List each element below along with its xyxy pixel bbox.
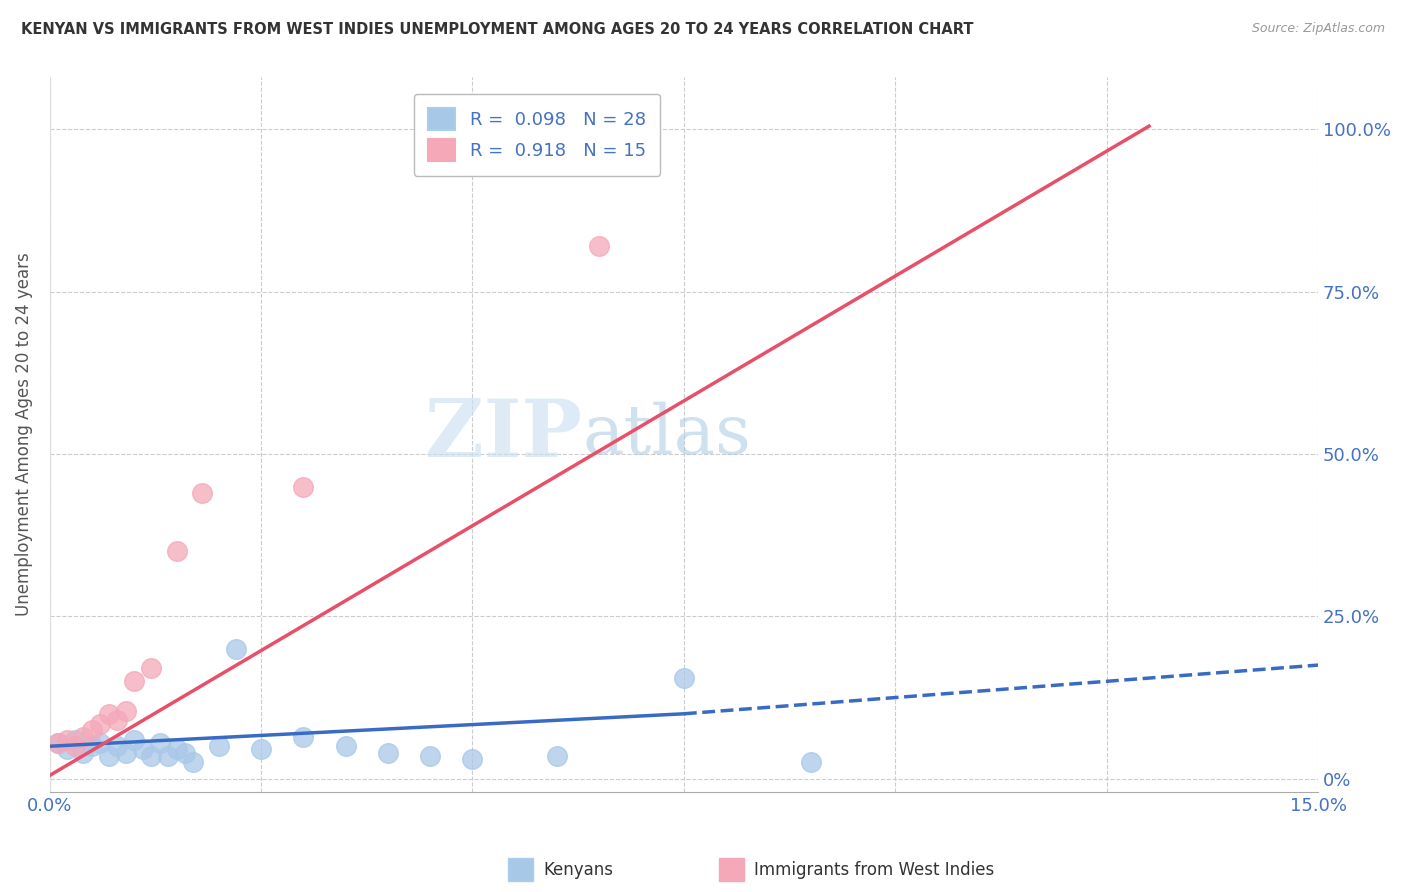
- Point: [105, 713, 128, 727]
- Point: [114, 746, 136, 760]
- Point: [80, 723, 103, 737]
- Point: [97, 706, 120, 721]
- Text: KENYAN VS IMMIGRANTS FROM WEST INDIES UNEMPLOYMENT AMONG AGES 20 TO 24 YEARS COR: KENYAN VS IMMIGRANTS FROM WEST INDIES UN…: [21, 22, 973, 37]
- Point: [72, 730, 94, 744]
- Point: [335, 739, 357, 754]
- Point: [55, 732, 77, 747]
- Point: [377, 746, 399, 760]
- Point: [114, 704, 136, 718]
- Point: [157, 749, 180, 764]
- Point: [122, 732, 145, 747]
- Point: [72, 746, 94, 760]
- Point: [97, 749, 120, 764]
- Point: [225, 641, 247, 656]
- Point: [546, 749, 568, 764]
- Point: [461, 752, 484, 766]
- Point: [800, 756, 823, 770]
- Text: Kenyans: Kenyans: [543, 861, 613, 879]
- Point: [131, 742, 153, 756]
- Point: [191, 486, 214, 500]
- Point: [174, 746, 197, 760]
- Point: [139, 661, 162, 675]
- Point: [292, 730, 315, 744]
- Point: [63, 732, 86, 747]
- Point: [80, 739, 103, 754]
- Text: ZIP: ZIP: [426, 395, 582, 474]
- Point: [46, 736, 69, 750]
- Point: [419, 749, 441, 764]
- Point: [89, 716, 111, 731]
- Point: [105, 739, 128, 754]
- Point: [166, 742, 188, 756]
- Point: [166, 544, 188, 558]
- Legend: R =  0.098   N = 28, R =  0.918   N = 15: R = 0.098 N = 28, R = 0.918 N = 15: [413, 94, 661, 176]
- Point: [63, 739, 86, 754]
- Y-axis label: Unemployment Among Ages 20 to 24 years: Unemployment Among Ages 20 to 24 years: [15, 252, 32, 616]
- Text: atlas: atlas: [582, 401, 751, 467]
- Text: Immigrants from West Indies: Immigrants from West Indies: [754, 861, 994, 879]
- Point: [55, 742, 77, 756]
- Point: [250, 742, 273, 756]
- Point: [139, 749, 162, 764]
- Point: [208, 739, 231, 754]
- Point: [588, 239, 610, 253]
- Point: [46, 736, 69, 750]
- Point: [149, 736, 172, 750]
- Point: [183, 756, 205, 770]
- Point: [122, 674, 145, 689]
- Point: [292, 479, 315, 493]
- Point: [89, 736, 111, 750]
- Text: Source: ZipAtlas.com: Source: ZipAtlas.com: [1251, 22, 1385, 36]
- Point: [672, 671, 695, 685]
